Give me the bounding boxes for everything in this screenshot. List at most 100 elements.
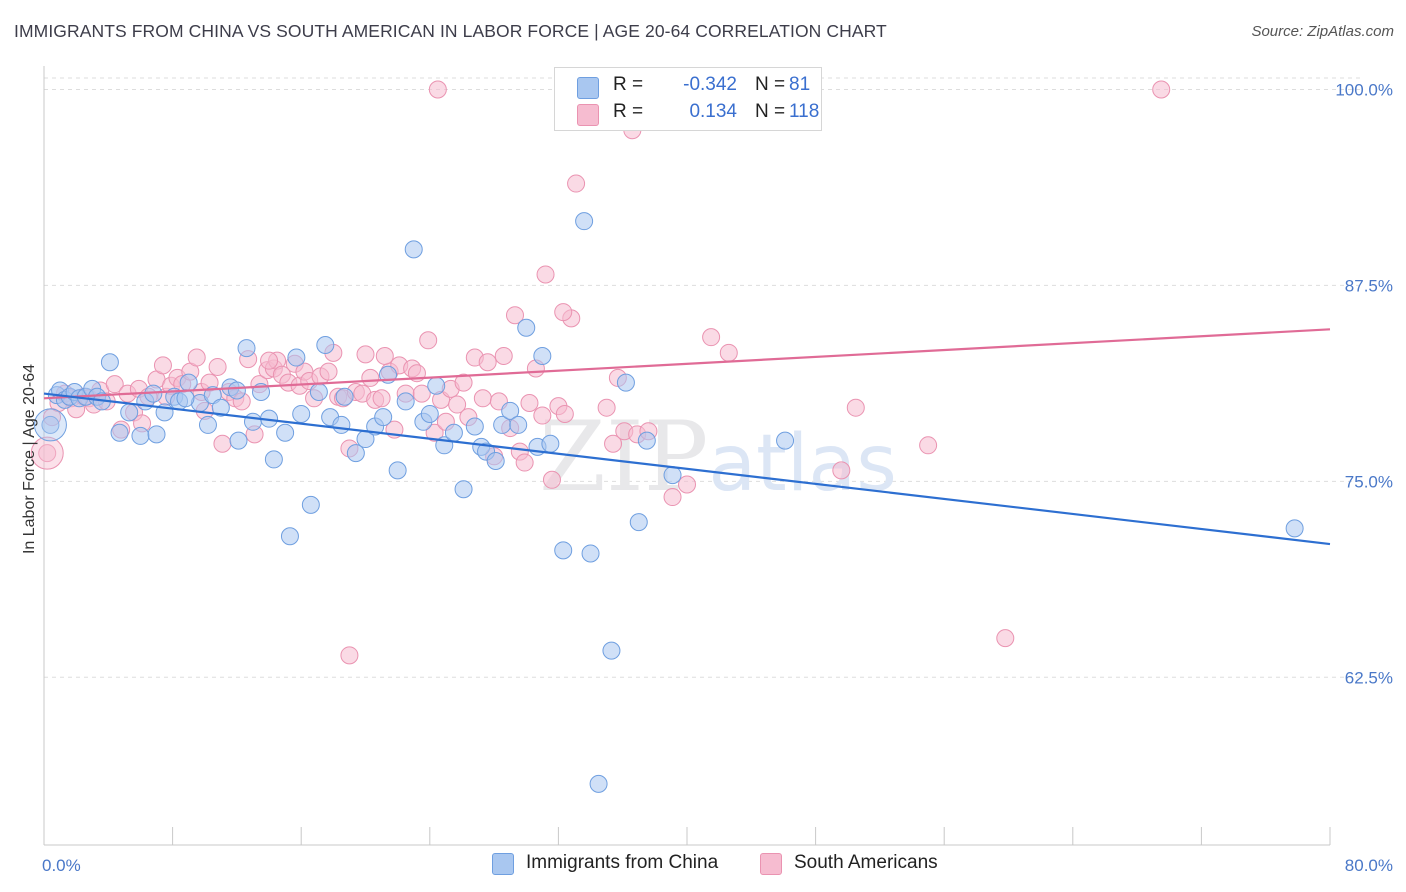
data-point-south-americans [515,453,534,472]
data-point-south-americans [719,343,738,362]
data-point-china [501,401,520,420]
trend-lines [43,328,1331,546]
data-point-south-americans [919,436,938,455]
data-point-china [589,774,608,793]
data-point-south-americans [597,398,616,417]
x-tick-label: 0.0% [42,856,81,875]
data-point-china [292,404,311,423]
data-point-china [533,346,552,365]
data-point-china [517,318,536,337]
data-point-china [147,425,166,444]
data-point-south-americans [702,328,721,347]
data-point-south-americans [260,351,279,370]
data-point-china [374,408,393,427]
data-point-china [663,466,682,485]
data-point-china [280,527,299,546]
data-point-south-americans [604,434,623,453]
data-point-china [444,423,463,442]
legend-r-label: R = [613,101,644,122]
data-point-south-americans [663,488,682,507]
data-point-south-americans [454,373,473,392]
y-tick-label: 62.5% [1345,668,1393,687]
legend-label-china: Immigrants from China [526,852,719,873]
data-point-china [541,434,560,453]
data-point-china [120,403,139,422]
data-point-china [131,426,150,445]
data-point-south-americans [412,384,431,403]
data-point-south-americans [555,404,574,423]
y-tick-label: 87.5% [1345,276,1393,295]
data-point-south-americans [554,303,573,322]
data-point-south-americans [105,375,124,394]
data-point-china [100,353,119,372]
y-tick-label: 100.0% [1335,81,1393,100]
data-point-china [264,450,283,469]
data-point-china [404,240,423,259]
data-point-south-americans [38,444,57,463]
data-point-china [1285,519,1304,538]
data-point-south-americans [340,646,359,665]
legend-swatch-south-americans [577,104,599,126]
data-point-china [554,541,573,560]
legend-swatch-south-americans [760,853,782,875]
data-point-china [581,544,600,563]
data-point-china [616,373,635,392]
data-point-south-americans [1152,80,1171,99]
data-point-south-americans [520,393,539,412]
x-tick-label: 80.0% [1345,856,1393,875]
data-point-china [427,376,446,395]
data-point-china [211,398,230,417]
legend-swatch-china [492,853,514,875]
legend-r-label: R = [613,74,644,95]
data-point-south-americans [153,356,172,375]
data-point-china [309,383,328,402]
data-point-china [637,431,656,450]
data-point-south-americans [375,346,394,365]
data-point-south-americans [678,475,696,494]
gridlines [44,77,1364,678]
tick-labels: 62.5% 75.0% 87.5% 100.0% 0.0% 80.0% [42,81,1393,875]
data-point-china [33,408,67,442]
data-point-china [454,480,473,499]
data-point-south-americans [536,265,555,284]
data-point-china [465,417,484,436]
legend-n-value: 118 [789,101,820,122]
data-point-south-americans [419,331,438,350]
data-point-south-americans [425,423,444,442]
data-point-china [227,381,246,400]
legend-label-south-americans: South Americans [794,852,938,873]
data-point-south-americans [319,362,338,381]
data-point-south-americans [494,346,513,365]
chart-title: IMMIGRANTS FROM CHINA VS SOUTH AMERICAN … [14,21,887,41]
data-point-south-americans [996,629,1015,648]
data-point-china [41,415,60,434]
data-point-china [110,423,129,442]
data-point-south-americans [356,345,375,364]
y-axis-label: In Labor Force | Age 20-64 [21,364,38,554]
data-point-china [388,461,407,480]
correlation-legend: R = -0.342 N = 81 R = 0.134 N = 118 [554,67,822,131]
data-point-china [629,513,648,532]
data-point-south-americans [846,398,865,417]
data-point-china [575,212,594,231]
data-point-china [179,373,198,392]
data-point-south-americans [567,174,586,193]
trend-line-china [43,392,1331,546]
series-south-americans [30,77,1171,665]
data-point-south-americans [208,357,227,376]
chart-source: Source: ZipAtlas.com [1251,23,1394,40]
trend-line-south-americans [43,328,1331,400]
data-point-china [332,415,351,434]
data-point-south-americans [213,434,232,453]
data-point-china [237,339,256,358]
data-point-china [335,387,354,406]
legend-r-value: 0.134 [689,101,737,122]
data-point-south-americans [361,368,380,387]
data-point-china [243,412,262,431]
data-point-china [420,404,439,423]
data-point-china [602,641,621,660]
data-point-china [276,423,295,442]
data-point-south-americans [187,348,206,367]
data-point-south-americans [832,461,851,480]
